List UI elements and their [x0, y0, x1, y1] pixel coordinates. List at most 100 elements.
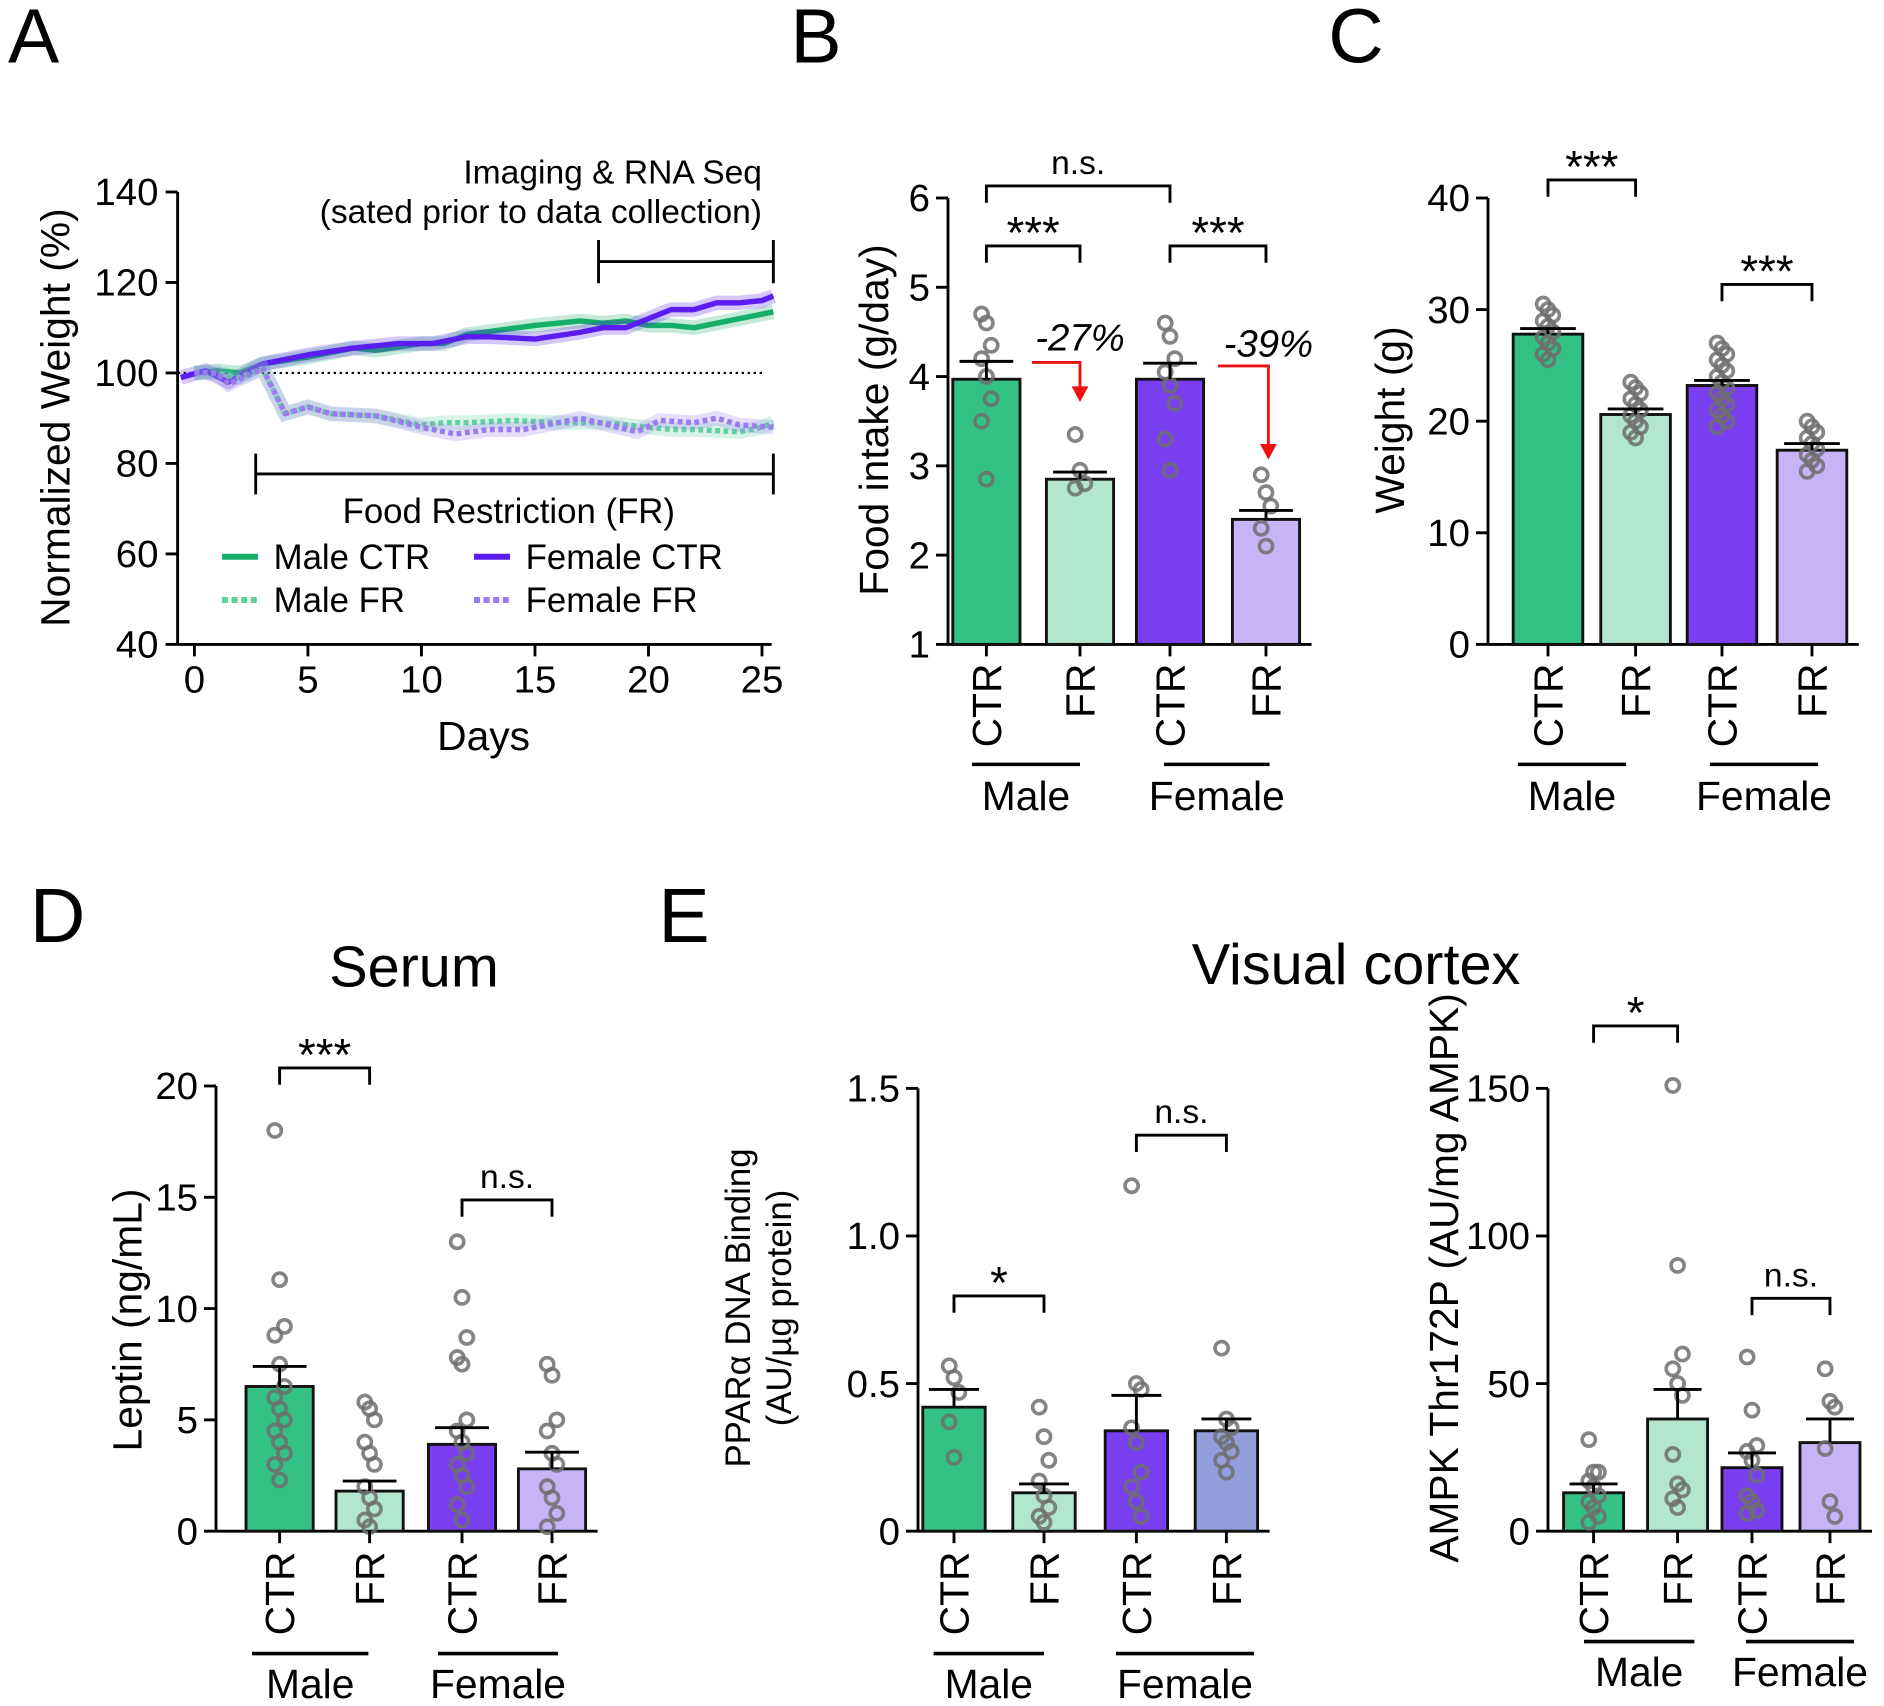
data-point: [453, 1511, 471, 1529]
y-tick-label: 2: [909, 534, 930, 577]
y-tick-label: 0: [1509, 1510, 1530, 1553]
group-label-female: Female: [430, 1661, 566, 1706]
category-label: CTR: [439, 1552, 485, 1636]
data-point: [458, 1444, 476, 1462]
x-tick-label: 20: [627, 658, 670, 701]
y-tick-label: 40: [1427, 177, 1470, 220]
data-point: [1035, 1428, 1053, 1446]
data-point: [1161, 461, 1179, 479]
category-label: CTR: [1699, 664, 1745, 748]
data-point: [1035, 1513, 1053, 1531]
y-tick-label: 40: [116, 624, 159, 667]
data-point: [1826, 1398, 1844, 1416]
significance-bracket: [278, 1066, 372, 1085]
data-point: [366, 1455, 383, 1473]
significance-bracket: [1546, 178, 1638, 197]
data-point: [1123, 1177, 1140, 1195]
y-tick-label: 5: [177, 1399, 198, 1442]
data-point: [448, 1233, 466, 1251]
data-point: [1664, 1446, 1682, 1463]
series-line-female-fr: [194, 365, 774, 437]
data-point: [1816, 1360, 1834, 1378]
significance-bracket: [984, 184, 1172, 203]
category-label: FR: [1613, 664, 1659, 718]
y-tick-label: 3: [909, 445, 930, 488]
y-tick-label: 0: [1449, 624, 1470, 667]
y-tick-label: 10: [1427, 512, 1470, 555]
data-point: [1539, 351, 1557, 369]
data-point: [1127, 1434, 1145, 1452]
category-label: FR: [529, 1552, 575, 1606]
data-point: [977, 314, 995, 332]
significance-label: n.s.: [480, 1159, 534, 1196]
significance-label: ***: [1565, 141, 1618, 192]
y-tick-label: 5: [909, 266, 930, 309]
data-point: [1673, 1345, 1691, 1363]
x-tick-label: 0: [184, 658, 205, 701]
y-tick-label: 1.0: [847, 1215, 900, 1258]
data-point: [1030, 1472, 1048, 1490]
data-point: [1127, 1493, 1145, 1511]
data-point: [1589, 1463, 1607, 1481]
legend-label: Female CTR: [526, 539, 723, 577]
category-label: CTR: [1571, 1552, 1617, 1636]
y-tick-label: 0.5: [847, 1363, 900, 1406]
panel-title-serum: Serum: [329, 935, 499, 999]
data-point: [548, 1504, 566, 1522]
y-tick-label: 140: [94, 171, 158, 214]
category-label: CTR: [1525, 664, 1571, 748]
data-point: [1262, 497, 1280, 515]
category-label: FR: [1057, 664, 1103, 718]
data-point: [1123, 1478, 1140, 1496]
data-point: [548, 1411, 566, 1429]
category-label: FR: [1655, 1552, 1701, 1606]
significance-label: ***: [1007, 207, 1060, 258]
group-label-male: Male: [945, 1661, 1033, 1706]
data-point: [453, 1355, 471, 1373]
category-label: CTR: [964, 664, 1010, 748]
data-point: [1222, 1419, 1240, 1437]
data-point: [945, 1448, 963, 1466]
data-point: [548, 1455, 566, 1473]
data-point: [1673, 1481, 1691, 1499]
data-point: [543, 1366, 561, 1384]
significance-label: n.s.: [1764, 1257, 1818, 1294]
data-point: [1816, 1440, 1834, 1457]
y-tick-label: 100: [1466, 1215, 1530, 1258]
category-label: FR: [347, 1552, 393, 1606]
y-axis-label: Food intake (g/day): [851, 244, 897, 595]
data-point: [1798, 463, 1816, 480]
significance-bracket: [460, 1198, 554, 1217]
category-label: FR: [1243, 664, 1289, 718]
data-point: [1708, 418, 1726, 436]
data-point: [1156, 430, 1174, 448]
x-tick-label: 5: [297, 658, 318, 701]
data-point: [266, 1455, 284, 1473]
data-point: [266, 1122, 284, 1139]
category-label: CTR: [1729, 1552, 1775, 1636]
data-point: [973, 412, 990, 430]
annotation-imaging: Imaging & RNA Seq: [463, 155, 762, 192]
significance-label: *: [990, 1257, 1008, 1308]
data-point: [1132, 1508, 1150, 1525]
significance-bracket: [952, 1294, 1046, 1313]
data-point: [950, 1384, 968, 1401]
data-point: [1166, 350, 1184, 368]
significance-label: *: [1627, 987, 1645, 1038]
data-point: [1580, 1513, 1598, 1531]
significance-label: n.s.: [1154, 1094, 1208, 1131]
data-point: [1669, 1257, 1686, 1274]
data-point: [982, 390, 1000, 408]
bar-male-fr: [1044, 477, 1116, 646]
category-label: FR: [1807, 1552, 1853, 1606]
bar-female-ctr: [1134, 377, 1206, 646]
data-point: [1257, 484, 1275, 502]
data-point: [1748, 1502, 1766, 1519]
panel-letter: B: [790, 0, 841, 79]
data-point: [538, 1518, 556, 1536]
legend-label: Female FR: [526, 582, 698, 620]
significance-label: ***: [298, 1029, 351, 1080]
data-point: [977, 470, 995, 488]
data-point: [276, 1378, 293, 1395]
